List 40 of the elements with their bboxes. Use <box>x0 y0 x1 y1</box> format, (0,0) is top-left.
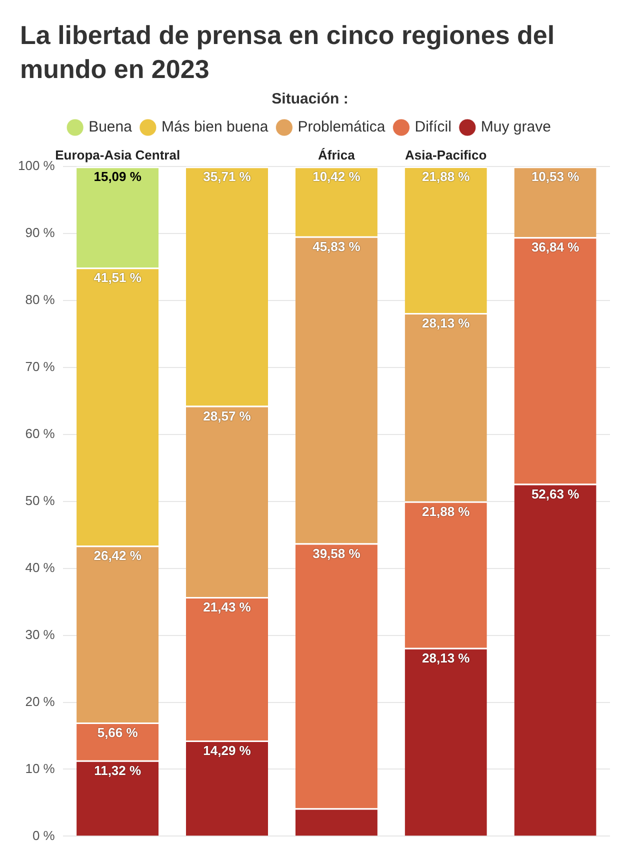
legend-label: Problemática <box>298 118 386 136</box>
legend-label: Difícil <box>414 118 452 136</box>
data-label: 14,29 % <box>203 743 252 758</box>
data-label: 28,13 % <box>422 650 470 666</box>
data-label: 21,88 % <box>422 504 470 519</box>
legend-label: Buena <box>88 118 133 136</box>
y-tick-label: 100 % <box>18 158 56 174</box>
data-label: 21,88 % <box>422 169 470 184</box>
data-label: 41,51 % <box>94 270 142 286</box>
chart-title: La libertad de prensa en cinco regiones del mundo en 2023 <box>20 19 556 86</box>
legend-title: Situación : <box>272 90 348 108</box>
data-label: 28,57 % <box>203 408 252 424</box>
data-label: 35,71 % <box>203 169 252 184</box>
data-label: 21,43 % <box>203 600 252 615</box>
y-tick-label: 80 % <box>25 292 56 308</box>
data-label: 52,63 % <box>531 486 580 502</box>
data-label: 11,32 % <box>94 762 142 778</box>
y-tick-label: 60 % <box>25 426 56 442</box>
data-label: 45,83 % <box>312 238 361 254</box>
data-label: 28,13 % <box>422 316 470 331</box>
data-label: 39,58 % <box>312 546 361 561</box>
legend-label: Muy grave <box>480 118 551 136</box>
y-tick-label: 40 % <box>25 560 56 575</box>
x-tick-label: Europa-Asia Central <box>55 147 180 162</box>
y-tick-label: 30 % <box>25 626 56 642</box>
data-label: 36,84 % <box>531 240 580 255</box>
y-tick-label: 70 % <box>25 359 56 374</box>
y-tick-label: 0 % <box>32 828 56 843</box>
y-tick-label: 90 % <box>25 225 56 240</box>
data-label: 15,09 % <box>94 169 142 184</box>
y-tick-label: 20 % <box>25 694 56 709</box>
data-label: 26,42 % <box>94 548 142 564</box>
x-tick-label: África <box>318 147 356 162</box>
data-label: 5,66 % <box>97 725 138 740</box>
data-label: 10,53 % <box>531 169 580 184</box>
y-tick-label: 50 % <box>25 492 56 508</box>
legend-label: Más bien buena <box>161 118 269 136</box>
data-label: 10,42 % <box>312 169 361 184</box>
x-tick-label: Asia-Pacifico <box>405 147 487 162</box>
y-tick-label: 10 % <box>25 760 56 776</box>
